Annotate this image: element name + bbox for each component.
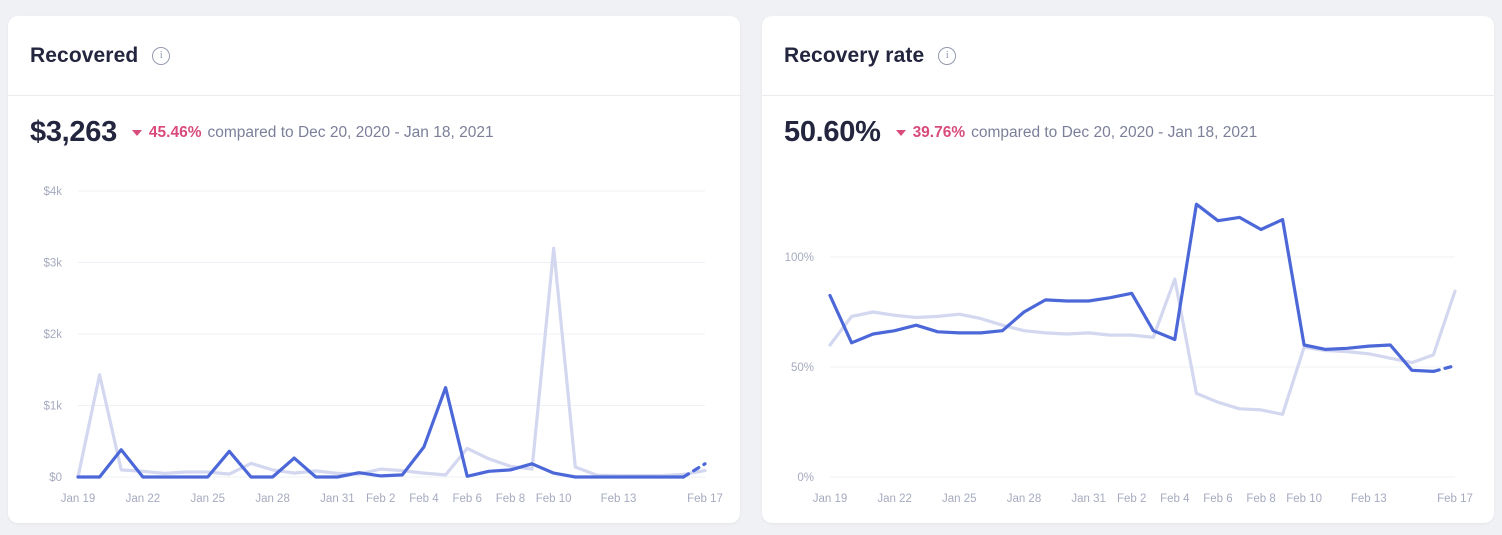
y-axis-label: $1k bbox=[43, 401, 62, 413]
y-axis-label: $2k bbox=[43, 329, 62, 341]
series-line-previous bbox=[828, 277, 1457, 416]
card-title-recovery-rate: Recovery rate bbox=[784, 43, 925, 67]
x-axis-label: Jan 28 bbox=[1007, 493, 1042, 505]
x-axis-label: Feb 2 bbox=[1117, 493, 1146, 505]
x-axis-label: Feb 2 bbox=[366, 493, 395, 505]
recovery-rate-change-percent: 39.76% bbox=[912, 123, 966, 141]
card-title-recovered: Recovered bbox=[30, 43, 139, 67]
x-axis-label: Feb 6 bbox=[452, 493, 481, 505]
x-axis-label: Feb 4 bbox=[409, 493, 439, 505]
y-axis-label: 100% bbox=[785, 252, 814, 264]
triangle-down-icon bbox=[895, 129, 906, 136]
info-icon[interactable]: i bbox=[938, 46, 957, 65]
series-line-current bbox=[828, 202, 1436, 373]
x-axis-label: Feb 10 bbox=[1286, 493, 1322, 505]
recovery-rate-stats-row: 50.60% 39.76% compared to Dec 20, 2020 -… bbox=[762, 96, 1494, 149]
recovered-change-percent: 45.46% bbox=[148, 123, 202, 141]
series-line-current-forecast-dashed bbox=[681, 462, 707, 479]
y-axis-label: 0% bbox=[797, 472, 814, 484]
x-axis-label: Jan 31 bbox=[320, 493, 355, 505]
x-axis-label: Jan 22 bbox=[877, 493, 912, 505]
recovered-metric-value: $3,263 bbox=[30, 116, 117, 148]
recovery-rate-line-chart[interactable]: 0% 50% 100% Jan 19 Jan 22 Jan 25 Jan 28 Jan 31 F… bbox=[762, 16, 1494, 523]
x-axis-label: Feb 4 bbox=[1160, 493, 1190, 505]
x-axis-label: Jan 19 bbox=[813, 493, 848, 505]
recovered-stats-row: $3,263 45.46% compared to Dec 20, 2020 -… bbox=[8, 96, 740, 149]
x-axis-label: Feb 10 bbox=[536, 493, 572, 505]
x-axis-label: Feb 13 bbox=[1351, 493, 1387, 505]
x-axis-label: Jan 25 bbox=[190, 493, 225, 505]
recovery-rate-comparison-text: compared to Dec 20, 2020 - Jan 18, 2021 bbox=[971, 123, 1258, 141]
x-axis-label: Feb 13 bbox=[601, 493, 637, 505]
recovery-rate-card: Recovery rate i 50.60% 39.76% compared t… bbox=[762, 16, 1494, 523]
info-icon[interactable]: i bbox=[152, 46, 171, 65]
x-axis-label: Jan 19 bbox=[61, 493, 96, 505]
y-axis-label: 50% bbox=[791, 362, 814, 374]
recovered-line-chart[interactable]: $0 $1k $2k $3k $4k Jan 19 Jan 22 Jan 25 Jan 28 Ja… bbox=[8, 16, 740, 523]
series-line-current-forecast-dashed bbox=[1431, 364, 1457, 373]
x-axis-label: Feb 17 bbox=[687, 493, 723, 505]
recovered-card: Recovered i $3,263 45.46% compared to De… bbox=[8, 16, 740, 523]
x-axis-label: Feb 17 bbox=[1437, 493, 1473, 505]
x-axis-label: Jan 31 bbox=[1071, 493, 1106, 505]
series-line-previous bbox=[76, 246, 707, 479]
x-axis-label: Feb 6 bbox=[1203, 493, 1232, 505]
recovered-comparison-text: compared to Dec 20, 2020 - Jan 18, 2021 bbox=[207, 123, 494, 141]
y-axis-label: $3k bbox=[43, 258, 62, 270]
x-axis-label: Jan 25 bbox=[942, 493, 977, 505]
x-axis-label: Feb 8 bbox=[1246, 493, 1275, 505]
x-axis-label: Jan 28 bbox=[255, 493, 290, 505]
x-axis-label: Feb 8 bbox=[496, 493, 525, 505]
recovery-rate-card-header: Recovery rate i bbox=[762, 16, 1494, 96]
recovered-card-header: Recovered i bbox=[8, 16, 740, 96]
y-axis-label: $4k bbox=[43, 186, 62, 198]
x-axis-label: Jan 22 bbox=[126, 493, 161, 505]
triangle-down-icon bbox=[131, 129, 142, 136]
series-line-current bbox=[76, 386, 686, 479]
y-axis-label: $0 bbox=[49, 472, 62, 484]
recovery-rate-metric-value: 50.60% bbox=[784, 116, 881, 148]
